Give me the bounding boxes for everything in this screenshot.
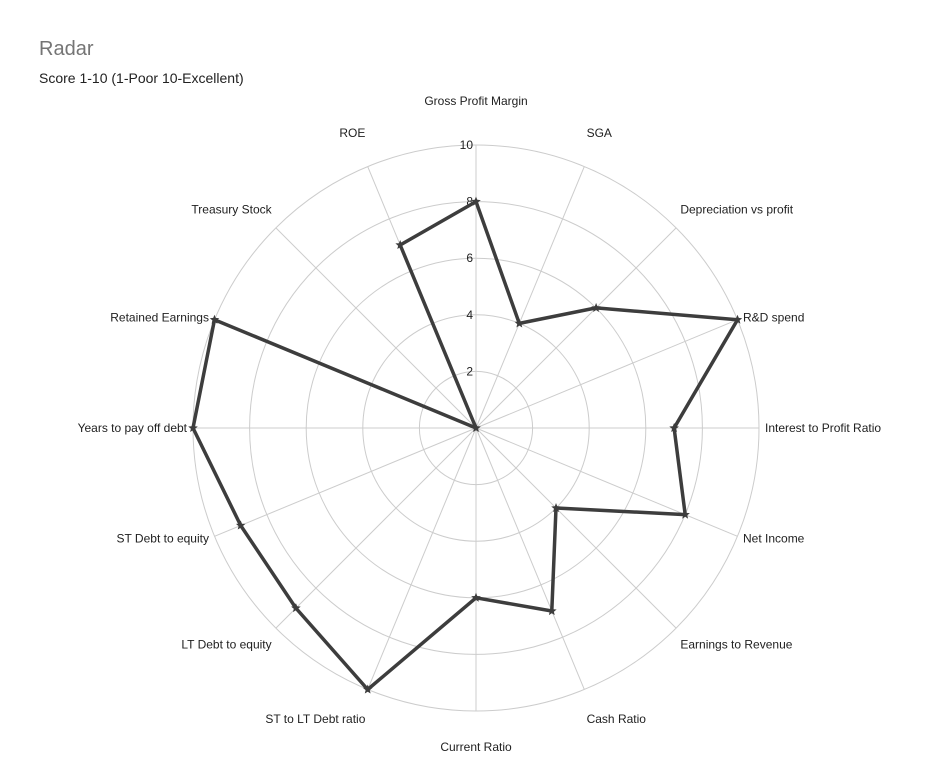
grid-spoke — [475, 227, 677, 429]
tick-label: 10 — [460, 138, 474, 152]
data-point — [471, 196, 481, 206]
grid-spoke — [475, 427, 585, 690]
data-point — [732, 314, 743, 324]
category-label: Earnings to Revenue — [680, 637, 792, 651]
data-point — [551, 503, 561, 513]
data-point — [471, 423, 481, 432]
grid-spoke — [275, 427, 477, 629]
tick-label: 4 — [466, 308, 473, 322]
category-label: ROE — [339, 126, 365, 140]
tick-label: 8 — [466, 195, 473, 209]
tick-label: 2 — [466, 364, 473, 378]
category-label: Cash Ratio — [587, 712, 647, 726]
grid-spoke — [475, 427, 738, 537]
category-label: Gross Profit Margin — [424, 94, 527, 108]
category-label: Treasury Stock — [191, 203, 272, 217]
category-label: ST to LT Debt ratio — [265, 712, 365, 726]
grid-spoke — [214, 427, 477, 537]
category-label: Depreciation vs profit — [680, 203, 793, 217]
data-point — [362, 684, 373, 694]
data-point — [514, 318, 525, 328]
category-label: Current Ratio — [440, 740, 512, 754]
grid-spoke — [475, 319, 738, 429]
grid-spoke — [475, 427, 677, 629]
category-label: Years to pay off debt — [78, 421, 188, 435]
category-label: Retained Earnings — [110, 310, 209, 324]
data-point — [209, 314, 220, 324]
grid-spoke — [475, 166, 585, 429]
data-point — [188, 423, 198, 432]
grid-spoke — [275, 227, 477, 429]
data-point — [235, 520, 246, 530]
category-label: SGA — [587, 126, 612, 140]
grid-spoke — [367, 427, 477, 690]
category-label: LT Debt to equity — [181, 637, 271, 651]
data-point — [291, 603, 301, 613]
data-point — [547, 606, 557, 616]
category-label: Net Income — [743, 532, 805, 546]
series-line — [191, 199, 740, 692]
data-point — [471, 592, 481, 602]
chart-title: Radar — [39, 38, 94, 60]
tick-label: 6 — [466, 251, 473, 265]
data-point — [669, 423, 679, 432]
data-point — [591, 302, 601, 312]
category-label: R&D spend — [743, 310, 804, 324]
chart-subtitle: Score 1-10 (1-Poor 10-Excellent) — [39, 70, 244, 86]
data-point — [680, 509, 690, 519]
category-label: ST Debt to equity — [116, 532, 209, 546]
category-label: Interest to Profit Ratio — [765, 421, 881, 435]
data-point — [395, 240, 405, 249]
